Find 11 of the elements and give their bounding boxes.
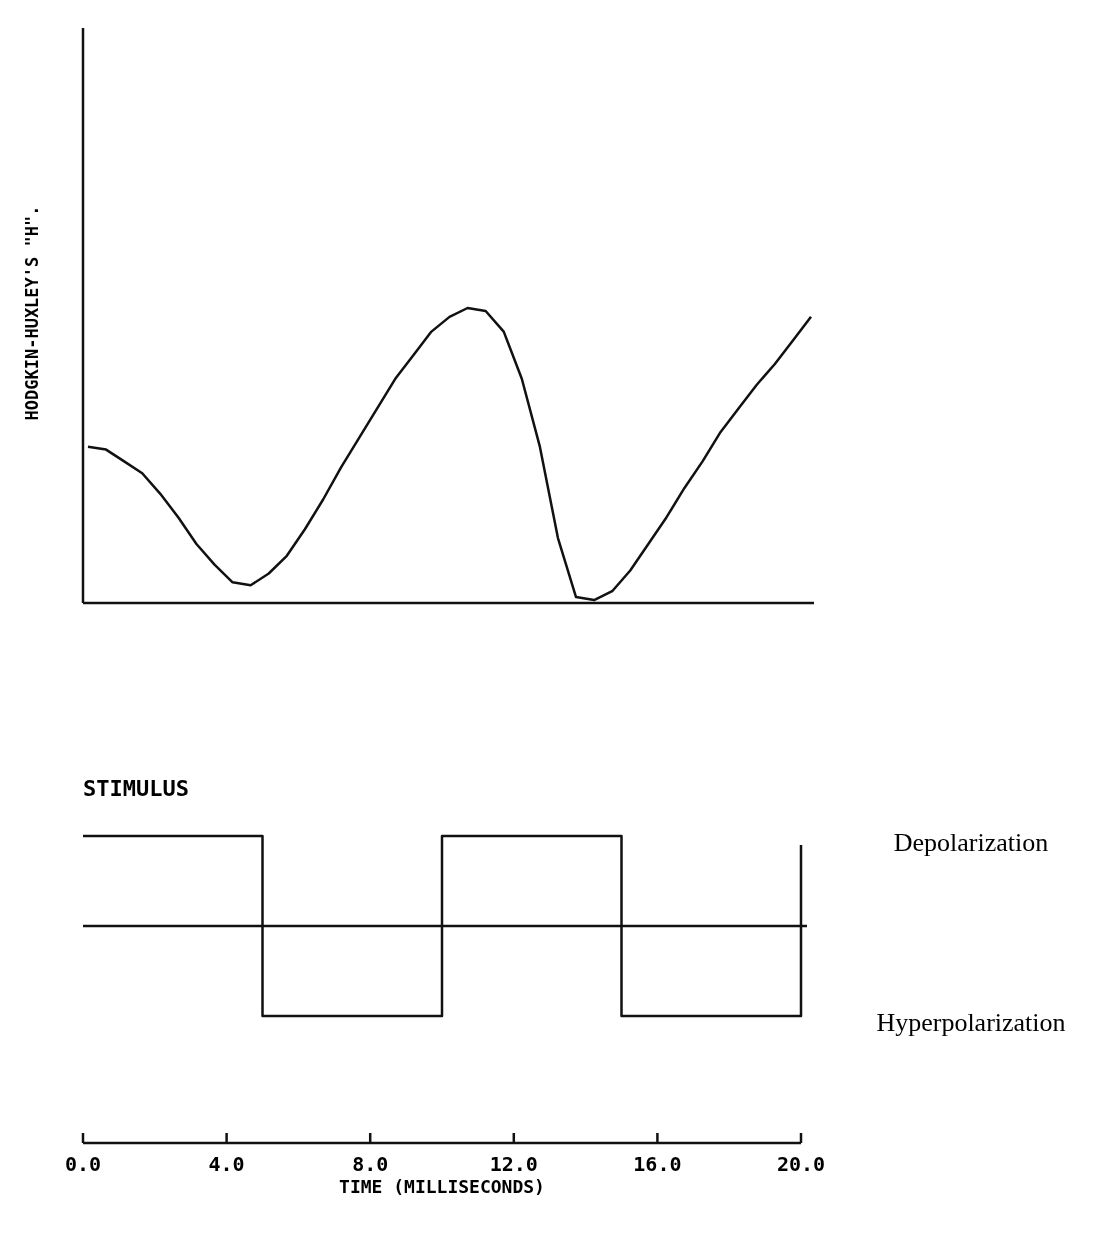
y-axis-title: HODGKIN-HUXLEY'S "H". bbox=[22, 205, 42, 421]
text: Hyperpolarization bbox=[876, 1008, 1066, 1037]
text: Depolarization bbox=[893, 828, 1049, 857]
x-tick-label: 8.0 bbox=[352, 1152, 389, 1176]
x-tick-label: 4.0 bbox=[208, 1152, 245, 1176]
x-tick-label: 0.0 bbox=[64, 1152, 102, 1176]
x-tick-label: 20.0 bbox=[776, 1152, 826, 1176]
chart-title: STIMULUS bbox=[83, 776, 189, 801]
x-tick-label: 12.0 bbox=[489, 1152, 538, 1176]
x-axis-title: TIME (MILLISECONDS) bbox=[339, 1176, 545, 1197]
x-tick-label: 16.0 bbox=[633, 1152, 682, 1176]
